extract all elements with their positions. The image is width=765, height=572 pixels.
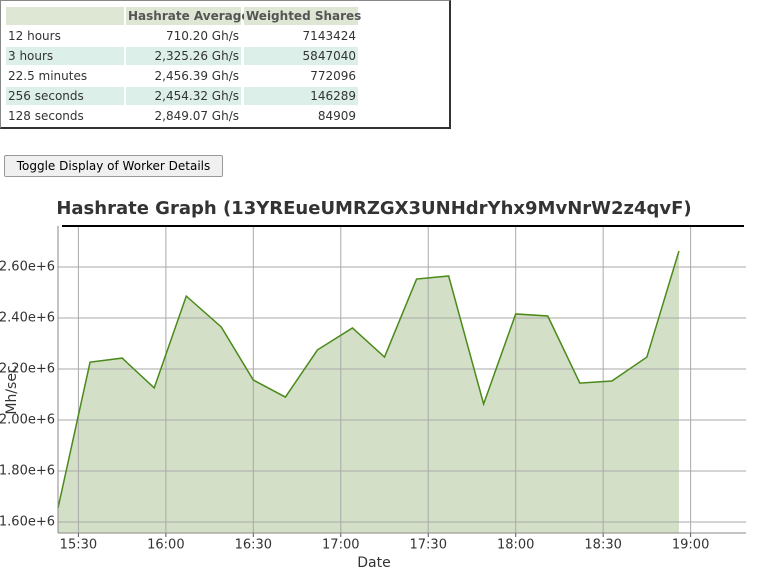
header-cell — [6, 7, 124, 25]
y-tick-label: 1.60e+6 — [0, 515, 55, 530]
table-cell: 5847040 — [244, 47, 358, 65]
header-cell: Weighted Shares — [244, 7, 362, 25]
x-tick-label: 16:30 — [235, 538, 272, 553]
toggle-button[interactable]: Toggle Display of Worker Details — [4, 155, 223, 177]
y-tick-label: 2.20e+6 — [0, 362, 55, 377]
table-cell: 12 hours — [8, 29, 61, 43]
y-tick-label: 2.00e+6 — [0, 413, 55, 428]
x-tick-label: 18:30 — [584, 538, 621, 553]
table-cell: 7143424 — [302, 29, 356, 43]
table-cell: 2,454.32 Gh/s — [126, 87, 241, 105]
y-axis-label: Mh/sec — [4, 365, 20, 414]
chart-title: Hashrate Graph (13YREueUMRZGX3UNHdrYhx9M… — [56, 198, 691, 219]
x-tick-label: 16:00 — [147, 538, 184, 553]
table-cell: 256 seconds — [6, 87, 124, 105]
x-tick-label: 17:00 — [322, 538, 359, 553]
table-cell: 84909 — [317, 109, 356, 123]
y-tick-label: 2.40e+6 — [0, 311, 55, 326]
header-cell: Hashrate Average — [126, 7, 250, 25]
x-axis-label: Date — [357, 555, 390, 571]
x-tick-label: 19:00 — [672, 538, 709, 553]
x-tick-label: 17:30 — [410, 538, 447, 553]
table-cell: 22.5 minutes — [8, 69, 88, 83]
table-cell: 146289 — [244, 87, 358, 105]
table-cell: 772096 — [310, 69, 356, 83]
table-cell: 710.20 Gh/s — [165, 29, 239, 43]
y-tick-label: 1.80e+6 — [0, 464, 55, 479]
table-cell: 2,849.07 Gh/s — [154, 109, 239, 123]
stats-table: Hashrate Average Weighted Shares 12 hours 7… — [0, 0, 451, 129]
x-tick-label: 15:30 — [60, 538, 97, 553]
x-tick-label: 18:00 — [497, 538, 534, 553]
table-cell: 3 hours — [6, 47, 124, 65]
y-tick-label: 2.60e+6 — [0, 260, 55, 275]
table-cell: 128 seconds — [8, 109, 84, 123]
line — [57, 250, 680, 509]
table-cell: 2,325.26 Gh/s — [126, 47, 241, 65]
area — [58, 250, 679, 533]
table-cell: 2,456.39 Gh/s — [154, 69, 239, 83]
